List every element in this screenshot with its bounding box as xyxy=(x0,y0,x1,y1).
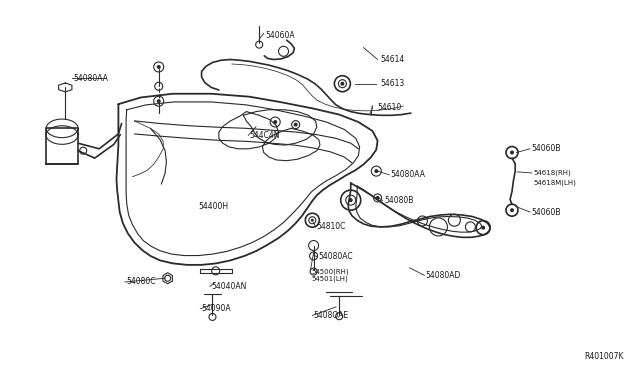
Text: 54040AN: 54040AN xyxy=(211,282,246,291)
Circle shape xyxy=(374,169,378,173)
Text: 54080AA: 54080AA xyxy=(74,74,109,83)
Text: 54614: 54614 xyxy=(381,55,405,64)
Text: R401007K: R401007K xyxy=(584,352,624,361)
Circle shape xyxy=(510,151,514,154)
Text: 544C4N: 544C4N xyxy=(250,131,280,140)
Text: 54501(LH): 54501(LH) xyxy=(312,276,348,282)
Text: 5408OAE: 5408OAE xyxy=(314,311,349,320)
Text: 54060B: 54060B xyxy=(531,208,561,217)
Circle shape xyxy=(510,208,514,212)
Circle shape xyxy=(481,226,485,230)
Text: 54613: 54613 xyxy=(381,79,405,88)
Circle shape xyxy=(157,99,161,103)
Circle shape xyxy=(340,82,344,86)
Text: 54080AA: 54080AA xyxy=(390,170,426,179)
Text: 54080AD: 54080AD xyxy=(426,271,461,280)
Circle shape xyxy=(376,196,380,200)
Text: 54618M(LH): 54618M(LH) xyxy=(533,179,576,186)
Circle shape xyxy=(273,120,277,124)
Text: 54090A: 54090A xyxy=(202,304,231,313)
Text: 54080AC: 54080AC xyxy=(318,252,353,261)
Text: 54400H: 54400H xyxy=(198,202,228,211)
Text: 54618(RH): 54618(RH) xyxy=(533,170,571,176)
Circle shape xyxy=(294,123,298,126)
Circle shape xyxy=(311,219,314,222)
Text: 54080B: 54080B xyxy=(384,196,413,205)
Text: 54060A: 54060A xyxy=(266,31,295,40)
Text: 54810C: 54810C xyxy=(317,222,346,231)
Text: 54080C: 54080C xyxy=(126,278,156,286)
Circle shape xyxy=(157,65,161,69)
Circle shape xyxy=(349,198,353,202)
Text: 54610: 54610 xyxy=(378,103,402,112)
Text: 54060B: 54060B xyxy=(531,144,561,153)
Text: 54500(RH): 54500(RH) xyxy=(312,268,349,275)
